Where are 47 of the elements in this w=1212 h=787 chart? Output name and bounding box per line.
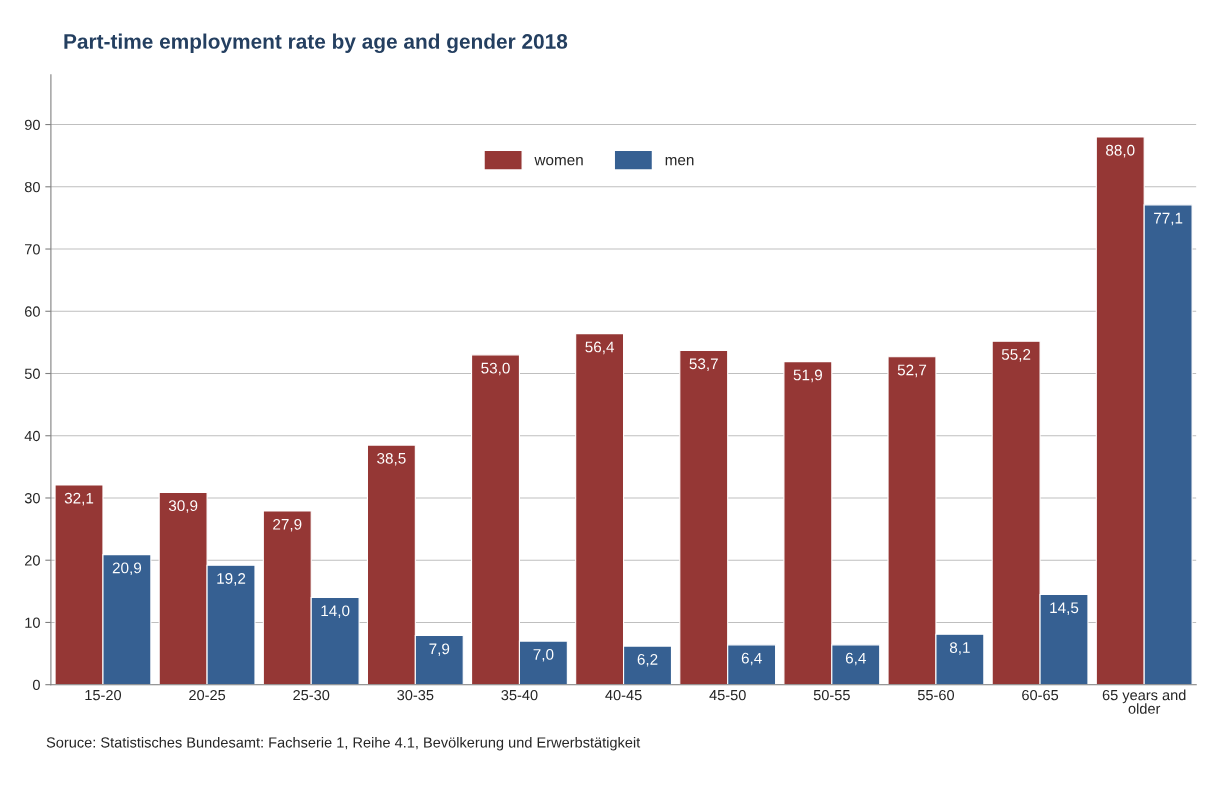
- data-label: 55,2: [1001, 349, 1031, 362]
- x-tick-label: 30-35: [397, 689, 434, 701]
- y-tick-label: 0: [32, 679, 40, 691]
- data-label: 88,0: [1106, 144, 1135, 158]
- x-tick-label: 40-45: [605, 689, 642, 701]
- x-tick-label: 20-25: [189, 689, 226, 701]
- x-tick-label: 50-55: [813, 689, 850, 701]
- y-tick-label: 60: [25, 306, 40, 317]
- y-tick-label: 40: [24, 430, 40, 442]
- y-tick-label: 20: [25, 555, 40, 566]
- legend-label: women: [534, 156, 583, 166]
- data-label: 20,9: [112, 562, 142, 576]
- data-label: 38,5: [377, 452, 406, 466]
- y-tick-label: 10: [25, 617, 40, 628]
- data-label: 53,7: [689, 358, 718, 371]
- data-label: 19,2: [217, 573, 246, 586]
- data-label: 8,1: [949, 642, 970, 655]
- x-tick-label: 60-65: [1022, 689, 1059, 701]
- x-tick-label: 55-60: [917, 689, 955, 701]
- data-label: 52,7: [897, 364, 927, 378]
- data-label: 6,2: [637, 653, 658, 667]
- data-label: 51,9: [793, 369, 823, 383]
- data-label: 32,1: [64, 492, 94, 506]
- data-label: 30,9: [168, 500, 198, 513]
- y-tick-label: 50: [24, 368, 40, 379]
- y-tick-label: 90: [24, 119, 40, 130]
- legend-label: men: [665, 156, 694, 166]
- x-tick-label: 35-40: [501, 689, 538, 701]
- data-label: 14,0: [321, 605, 350, 619]
- y-tick-label: 80: [24, 181, 40, 193]
- data-label: 6,4: [845, 652, 866, 666]
- data-label: 7,0: [533, 649, 554, 662]
- data-label: 6,4: [741, 652, 762, 666]
- text: Soruce: Statistisches Bundesamt: Fachserie 1, Reihe 4.1, Bevölkerung und Erwerbstätigkeit: [46, 736, 641, 751]
- data-label: 27,9: [273, 518, 302, 532]
- y-tick-label: 70: [25, 244, 40, 255]
- data-label: 77,1: [1154, 212, 1183, 226]
- data-label: 56,4: [585, 341, 615, 355]
- x-tick-label: 25-30: [293, 689, 330, 701]
- y-tick-label: 30: [24, 493, 40, 504]
- x-tick-label: 45-50: [709, 689, 746, 701]
- chart-title: Part-time employment rate by age and gender 2018: [64, 33, 568, 54]
- x-tick-label: 65 years and older: [1102, 689, 1186, 714]
- x-tick-label: 15-20: [85, 689, 122, 701]
- data-label: 53,0: [481, 362, 510, 376]
- data-label: 14,5: [1050, 602, 1079, 615]
- data-label: 7,9: [429, 643, 450, 657]
